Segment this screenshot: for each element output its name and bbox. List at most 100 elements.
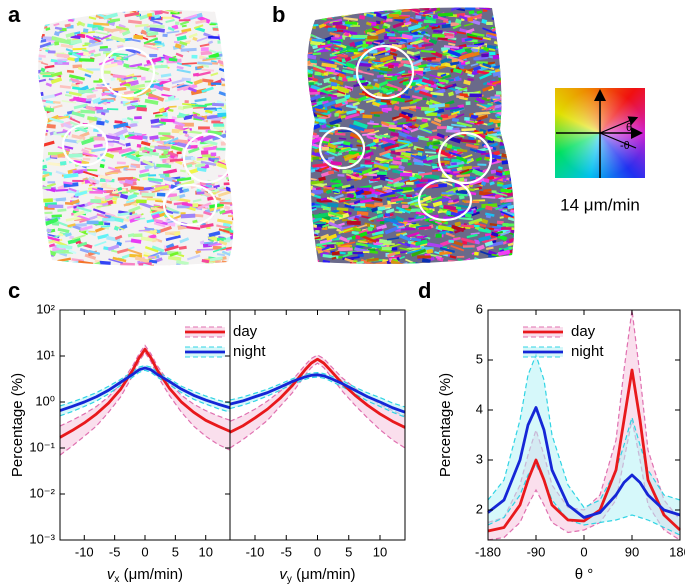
flow-stroke xyxy=(112,86,127,92)
flow-stroke xyxy=(481,18,488,24)
flow-stroke xyxy=(241,35,245,36)
flow-stroke xyxy=(343,209,352,216)
flow-stroke xyxy=(413,4,417,5)
flow-stroke xyxy=(475,97,485,104)
flow-stroke xyxy=(421,118,428,123)
flow-stroke xyxy=(142,159,155,167)
flow-stroke xyxy=(199,223,214,229)
flow-stroke xyxy=(517,196,526,197)
flow-stroke xyxy=(495,171,503,177)
flow-stroke xyxy=(522,186,535,187)
flow-stroke xyxy=(98,78,104,83)
flow-stroke xyxy=(371,230,384,236)
x-label-symbol: v xyxy=(279,566,288,583)
flow-stroke xyxy=(386,197,392,202)
flow-stroke xyxy=(357,2,369,6)
flow-stroke xyxy=(235,199,241,201)
flow-stroke xyxy=(71,134,86,141)
flow-stroke xyxy=(70,38,83,45)
flow-stroke xyxy=(56,10,66,13)
flow-stroke xyxy=(89,178,97,184)
flow-stroke xyxy=(133,192,139,195)
flow-stroke xyxy=(232,239,234,245)
flow-stroke xyxy=(417,152,423,156)
flow-stroke xyxy=(383,22,391,29)
flow-stroke xyxy=(440,193,448,197)
flow-stroke xyxy=(38,218,45,224)
flow-stroke xyxy=(338,147,352,154)
flow-stroke xyxy=(410,154,422,160)
flow-stroke xyxy=(506,158,515,167)
flow-stroke xyxy=(407,198,419,205)
flow-stroke xyxy=(92,97,102,105)
flow-stroke xyxy=(366,32,378,36)
x-tick-label: 0 xyxy=(314,544,321,559)
flow-stroke xyxy=(227,53,234,57)
flow-stroke xyxy=(497,121,511,127)
flow-stroke xyxy=(307,158,313,163)
velocity-map-day xyxy=(38,3,254,278)
flow-stroke xyxy=(507,258,515,264)
flow-stroke xyxy=(74,190,88,197)
flow-stroke xyxy=(238,269,251,271)
flow-stroke xyxy=(213,263,228,266)
flow-stroke xyxy=(76,33,86,39)
flow-stroke xyxy=(171,78,185,85)
flow-stroke xyxy=(316,198,333,203)
flow-stroke xyxy=(341,261,358,264)
flow-stroke xyxy=(348,8,357,12)
flow-stroke xyxy=(482,62,492,69)
flow-stroke xyxy=(230,4,240,5)
flow-stroke xyxy=(431,25,441,30)
flow-stroke xyxy=(44,13,54,19)
flow-stroke xyxy=(195,249,202,255)
flow-stroke xyxy=(235,45,244,47)
flow-stroke xyxy=(94,195,106,202)
flow-stroke xyxy=(420,49,436,54)
y-tick-label: 3 xyxy=(476,451,483,466)
flow-stroke xyxy=(450,244,465,252)
flow-stroke xyxy=(134,217,146,221)
flow-stroke xyxy=(420,106,435,112)
flow-stroke xyxy=(395,215,405,223)
flow-stroke xyxy=(242,126,254,131)
flow-stroke xyxy=(228,76,234,82)
flow-stroke xyxy=(97,98,108,105)
flow-stroke xyxy=(382,25,388,29)
flow-stroke xyxy=(380,99,391,104)
flow-stroke xyxy=(73,103,88,110)
flow-stroke xyxy=(82,152,98,158)
flow-stroke xyxy=(230,274,237,275)
flow-stroke xyxy=(169,274,182,278)
flow-stroke xyxy=(431,269,436,270)
flow-stroke xyxy=(189,8,195,9)
y-axis-label: Percentage (%) xyxy=(9,373,26,477)
flow-stroke xyxy=(218,174,233,178)
flow-stroke xyxy=(509,59,515,66)
flow-stroke xyxy=(176,259,189,266)
flow-stroke xyxy=(73,159,82,164)
flow-stroke xyxy=(356,260,364,264)
flow-stroke xyxy=(153,222,166,228)
flow-stroke xyxy=(307,107,313,113)
flow-stroke xyxy=(179,40,188,46)
flow-stroke xyxy=(504,137,510,141)
flow-stroke xyxy=(38,219,42,225)
flow-stroke xyxy=(519,113,529,115)
flow-stroke xyxy=(461,271,475,274)
flow-stroke xyxy=(331,208,340,214)
flow-stroke xyxy=(218,239,228,246)
flow-stroke xyxy=(517,204,528,206)
flow-stroke xyxy=(387,61,393,67)
flow-stroke xyxy=(209,242,223,247)
flow-stroke xyxy=(355,189,365,196)
flow-stroke xyxy=(61,100,77,104)
flow-stroke xyxy=(169,3,183,8)
y-tick-label: 6 xyxy=(476,301,483,316)
y-tick-label: 2 xyxy=(476,501,483,516)
flow-stroke xyxy=(452,23,462,30)
flow-stroke xyxy=(203,139,218,146)
flow-stroke xyxy=(486,270,493,273)
flow-stroke xyxy=(217,160,228,167)
flow-stroke xyxy=(47,272,52,273)
